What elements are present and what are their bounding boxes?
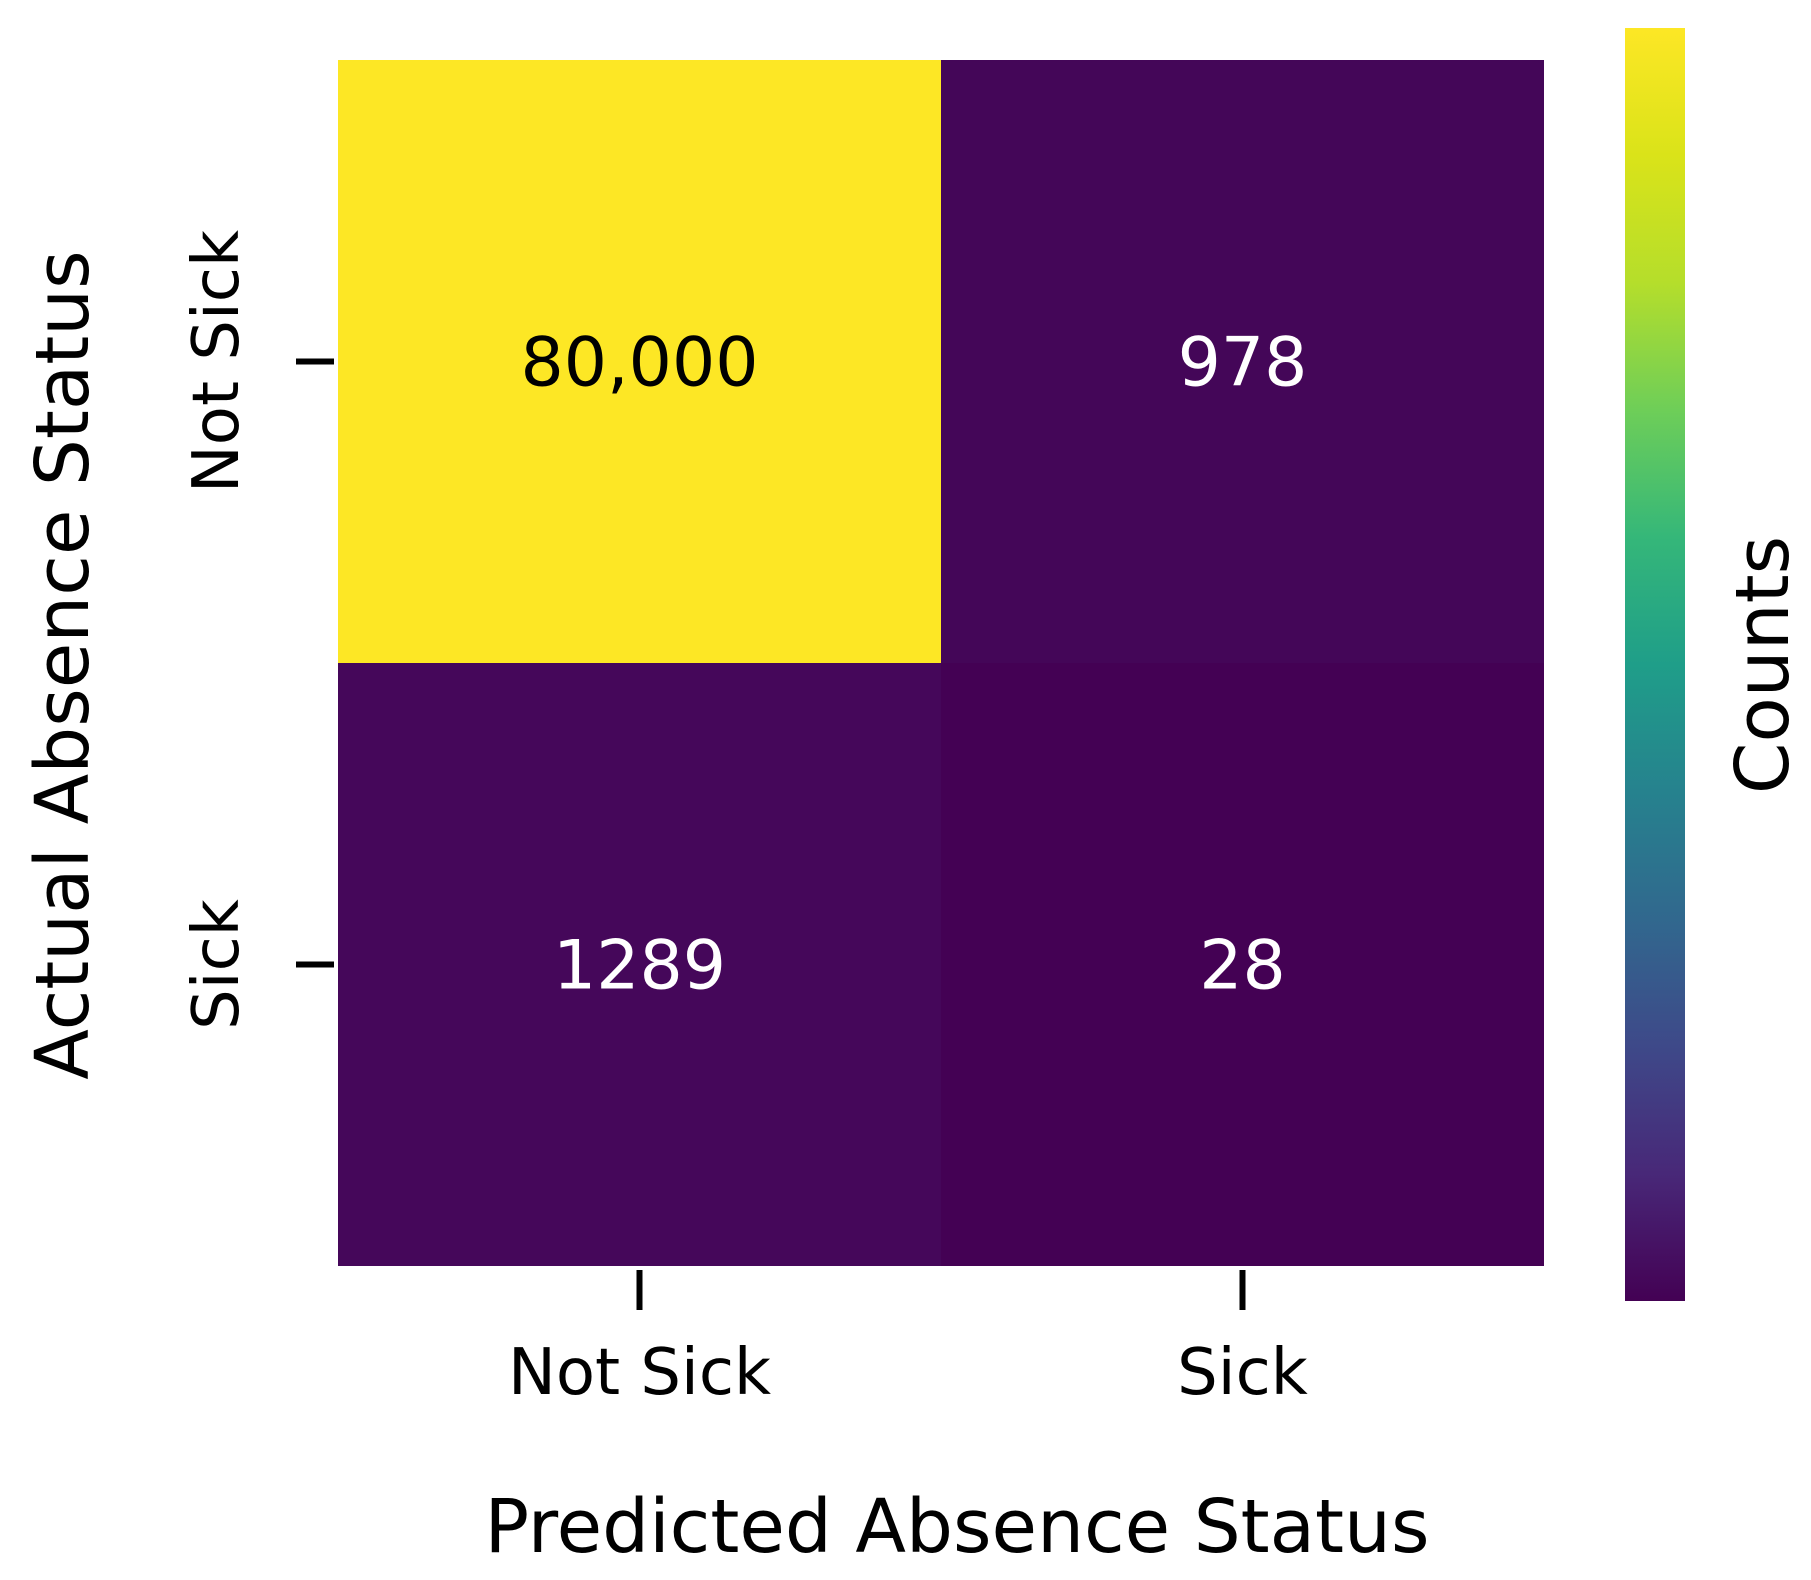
y-tick-label: Sick: [180, 899, 254, 1030]
cell-value-label: 978: [1178, 324, 1308, 403]
x-axis-label: Predicted Absence Status: [484, 1484, 1429, 1570]
cell-value-label: 80,000: [521, 324, 759, 403]
cell-annotations: 80,000 978 1289 28: [521, 324, 1308, 1006]
colorbar-gradient: [1625, 28, 1685, 1301]
heatmap-cell: [338, 663, 941, 1266]
x-tick-label: Sick: [1177, 1336, 1308, 1410]
x-tick-label: Not Sick: [508, 1336, 771, 1410]
heatmap-cells: [338, 60, 1544, 1266]
y-axis-label: Actual Absence Status: [20, 250, 106, 1079]
heatmap-cell: [338, 60, 941, 663]
axis-ticks: Not Sick Sick Not Sick Sick: [180, 230, 1308, 1410]
cell-value-label: 1289: [553, 927, 726, 1006]
y-tick-label: Not Sick: [180, 230, 254, 493]
axis-titles: Predicted Absence Status Actual Absence …: [20, 250, 1430, 1570]
heatmap-cell: [941, 60, 1544, 663]
cell-value-label: 28: [1199, 927, 1286, 1006]
colorbar-label: Counts: [1720, 536, 1806, 794]
heatmap-cell: [941, 663, 1544, 1266]
colorbar: Counts: [1625, 28, 1806, 1301]
